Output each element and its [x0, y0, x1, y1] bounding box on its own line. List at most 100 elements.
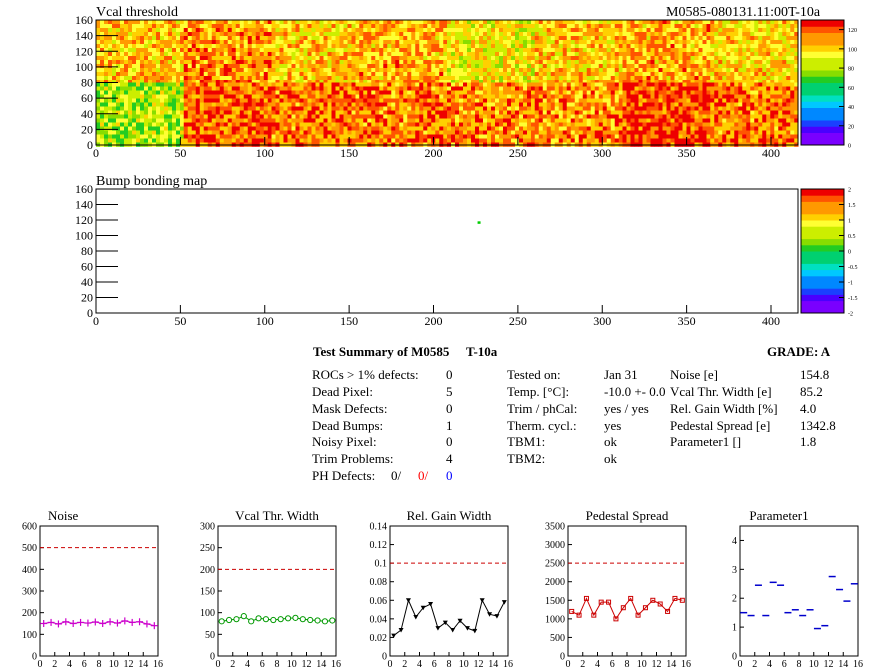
heatmap-cell: [152, 119, 156, 123]
heatmap-cell: [742, 24, 746, 28]
heatmap-cell: [431, 24, 435, 28]
heatmap-cell: [439, 103, 443, 107]
heatmap-cell: [260, 32, 264, 36]
heatmap-cell: [639, 40, 643, 44]
heatmap-cell: [164, 68, 168, 72]
heatmap-cell: [216, 123, 220, 127]
heatmap-cell: [144, 135, 148, 139]
heatmap-cell: [272, 56, 276, 60]
heatmap-cell: [196, 95, 200, 99]
heatmap-cell: [324, 111, 328, 115]
heatmap-cell: [435, 115, 439, 119]
heatmap-cell: [603, 115, 607, 119]
heatmap-cell: [407, 135, 411, 139]
heatmap-cell: [627, 91, 631, 95]
heatmap-cell: [750, 44, 754, 48]
heatmap-cell: [407, 107, 411, 111]
heatmap-cell: [292, 95, 296, 99]
heatmap-cell: [140, 68, 144, 72]
heatmap-cell: [300, 40, 304, 44]
heatmap-cell: [511, 24, 515, 28]
heatmap-cell: [591, 56, 595, 60]
heatmap-cell: [132, 115, 136, 119]
heatmap-cell: [523, 36, 527, 40]
heatmap-cell: [403, 127, 407, 131]
heatmap-cell: [240, 103, 244, 107]
heatmap-cell: [391, 107, 395, 111]
heatmap-cell: [483, 40, 487, 44]
heatmap-cell: [300, 20, 304, 24]
heatmap-cell: [487, 32, 491, 36]
heatmap-cell: [356, 44, 360, 48]
heatmap-cell: [304, 28, 308, 32]
heatmap-cell: [774, 60, 778, 64]
heatmap-cell: [443, 95, 447, 99]
heatmap-cell: [184, 127, 188, 131]
heatmap-cell: [651, 64, 655, 68]
heatmap-cell: [300, 28, 304, 32]
heatmap-cell: [320, 68, 324, 72]
heatmap-cell: [252, 111, 256, 115]
heatmap-cell: [268, 48, 272, 52]
heatmap-cell: [176, 56, 180, 60]
heatmap-cell: [240, 52, 244, 56]
heatmap-cell: [132, 48, 136, 52]
heatmap-cell: [507, 64, 511, 68]
heatmap-cell: [104, 76, 108, 80]
heatmap-cell: [352, 28, 356, 32]
heatmap-cell: [615, 20, 619, 24]
heatmap-cell: [599, 24, 603, 28]
heatmap-cell: [288, 60, 292, 64]
heatmap-cell: [559, 107, 563, 111]
heatmap-cell: [519, 44, 523, 48]
heatmap-cell: [515, 28, 519, 32]
heatmap-cell: [667, 52, 671, 56]
heatmap-cell: [276, 91, 280, 95]
heatmap-cell: [356, 60, 360, 64]
heatmap-cell: [503, 40, 507, 44]
heatmap-cell: [555, 139, 559, 143]
heatmap-cell: [236, 56, 240, 60]
heatmap-cell: [583, 127, 587, 131]
heatmap-cell: [631, 48, 635, 52]
heatmap-cell: [124, 139, 128, 143]
heatmap-cell: [196, 60, 200, 64]
heatmap-cell: [555, 127, 559, 131]
heatmap-cell: [244, 24, 248, 28]
heatmap-cell: [172, 52, 176, 56]
heatmap-cell: [363, 99, 367, 103]
heatmap-cell: [778, 76, 782, 80]
heatmap-cell: [204, 28, 208, 32]
heatmap-cell: [463, 56, 467, 60]
heatmap-cell: [188, 95, 192, 99]
heatmap-cell: [248, 36, 252, 40]
heatmap-cell: [455, 32, 459, 36]
heatmap-cell: [116, 91, 120, 95]
heatmap-cell: [340, 24, 344, 28]
heatmap-cell: [108, 87, 112, 91]
heatmap-cell: [192, 24, 196, 28]
heatmap-cell: [659, 52, 663, 56]
heatmap-cell: [523, 28, 527, 32]
heatmap-cell: [220, 52, 224, 56]
heatmap-cell: [742, 56, 746, 60]
heatmap-cell: [475, 99, 479, 103]
heatmap-cell: [714, 68, 718, 72]
heatmap-cell: [475, 107, 479, 111]
heatmap-cell: [467, 28, 471, 32]
heatmap-cell: [643, 87, 647, 91]
heatmap-cell: [383, 99, 387, 103]
heatmap-cell: [639, 76, 643, 80]
heatmap-cell: [260, 99, 264, 103]
heatmap-cell: [718, 64, 722, 68]
heatmap-cell: [423, 36, 427, 40]
heatmap-cell: [152, 115, 156, 119]
heatmap-cell: [555, 131, 559, 135]
heatmap-cell: [112, 44, 116, 48]
heatmap-cell: [375, 119, 379, 123]
heatmap-cell: [148, 99, 152, 103]
heatmap-cell: [316, 139, 320, 143]
heatmap-cell: [379, 44, 383, 48]
heatmap-cell: [280, 36, 284, 40]
heatmap-cell: [236, 83, 240, 87]
